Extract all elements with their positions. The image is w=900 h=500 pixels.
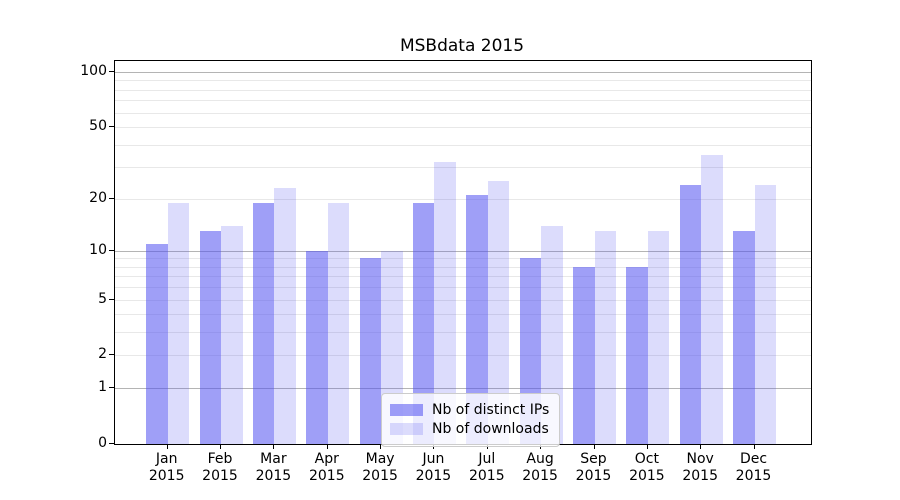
bar-distinct-ips-jul (466, 194, 488, 444)
gridline-minor (115, 299, 811, 301)
bar-downloads-jun (434, 162, 456, 444)
y-tick-label: 1 (98, 379, 107, 396)
x-tick-label-apr: Apr 2015 (308, 451, 345, 484)
legend-label-distinct-ips: Nb of distinct IPs (432, 402, 550, 418)
x-tick-mark (220, 444, 221, 449)
gridline-minor (115, 332, 811, 334)
x-tick-mark (753, 444, 755, 449)
bar-downloads-nov (701, 155, 723, 444)
gridline-minor (115, 266, 811, 268)
gridline-minor (115, 258, 811, 260)
y-tick-label: 20 (89, 189, 107, 206)
y-tick-mark (109, 387, 114, 389)
bar-distinct-ips-mar (252, 202, 275, 444)
x-tick-label-jan: Jan 2015 (148, 451, 185, 484)
y-tick-mark (109, 126, 114, 128)
y-tick-label: 0 (98, 435, 107, 451)
x-tick-label-mar: Mar 2015 (255, 451, 292, 484)
bar-distinct-ips-oct (626, 266, 648, 444)
x-tick-label-nov: Nov 2015 (682, 451, 718, 484)
gridline-minor (115, 198, 811, 200)
x-tick-label-jun: Jun 2015 (415, 451, 452, 484)
bar-distinct-ips-apr (306, 250, 328, 444)
x-tick-mark (380, 444, 382, 449)
chart-title: MSBdata 2015 (399, 36, 525, 56)
y-tick-mark (109, 249, 114, 251)
x-tick-mark (166, 444, 168, 449)
bar-downloads-jan (167, 202, 190, 444)
gridline-minor (115, 144, 811, 146)
bar-downloads-apr (327, 202, 350, 444)
legend-label-downloads: Nb of downloads (432, 421, 549, 437)
legend: Nb of distinct IPs Nb of downloads (381, 393, 561, 447)
x-tick-mark (646, 444, 648, 449)
x-tick-label-oct: Oct 2015 (629, 451, 665, 484)
y-tick-mark (109, 443, 114, 444)
bar-distinct-ips-dec (733, 231, 755, 444)
y-tick-label: 50 (89, 118, 107, 135)
y-tick-mark (109, 197, 114, 199)
gridline-minor (115, 112, 811, 114)
bar-distinct-ips-nov (679, 184, 702, 444)
x-tick-mark (593, 444, 595, 449)
gridline-minor (115, 127, 811, 129)
y-tick-label: 100 (80, 63, 107, 79)
gridline-minor (115, 100, 811, 102)
bar-downloads-dec (754, 184, 777, 444)
bar-downloads-oct (647, 231, 670, 444)
x-tick-mark (326, 444, 328, 449)
x-tick-label-may: May 2015 (362, 451, 398, 484)
y-tick-mark (109, 298, 114, 300)
legend-swatch-distinct-ips (390, 404, 423, 416)
legend-swatch-downloads (390, 423, 423, 435)
gridline-major (115, 250, 811, 252)
x-tick-label-feb: Feb 2015 (202, 451, 238, 484)
y-tick-label: 5 (98, 290, 107, 307)
gridline-minor (115, 355, 811, 357)
y-tick-label: 10 (89, 241, 107, 258)
y-tick-mark (109, 354, 114, 356)
bar-distinct-ips-feb (199, 231, 222, 444)
bar-distinct-ips-may (359, 258, 382, 444)
gridline-major (115, 388, 811, 390)
x-tick-label-sep: Sep 2015 (575, 451, 612, 484)
x-tick-label-aug: Aug 2015 (522, 451, 558, 484)
gridline-major (115, 72, 811, 73)
gridline-minor (115, 314, 811, 316)
bar-downloads-feb (221, 225, 243, 444)
bar-downloads-sep (594, 231, 616, 444)
plot-area: Nb of distinct IPs Nb of downloads (114, 60, 812, 447)
bar-downloads-mar (274, 187, 296, 444)
bar-distinct-ips-jan (146, 243, 168, 444)
bar-distinct-ips-jun (412, 202, 435, 444)
y-tick-label: 2 (98, 346, 107, 363)
x-tick-label-jul: Jul 2015 (468, 451, 505, 484)
bar-downloads-aug (541, 225, 563, 444)
gridline-minor (115, 89, 811, 91)
bar-downloads-jul (487, 181, 510, 444)
x-tick-mark (273, 444, 275, 449)
gridline-minor (115, 276, 811, 278)
gridline-minor (115, 287, 811, 289)
gridline-minor (115, 80, 811, 82)
legend-item-distinct-ips: Nb of distinct IPs (390, 402, 549, 418)
bar-distinct-ips-sep (573, 266, 595, 444)
y-tick-mark (109, 71, 114, 72)
gridline-minor (115, 167, 811, 169)
x-tick-mark (700, 444, 702, 449)
legend-item-downloads: Nb of downloads (390, 421, 549, 437)
x-tick-label-dec: Dec 2015 (735, 451, 772, 484)
